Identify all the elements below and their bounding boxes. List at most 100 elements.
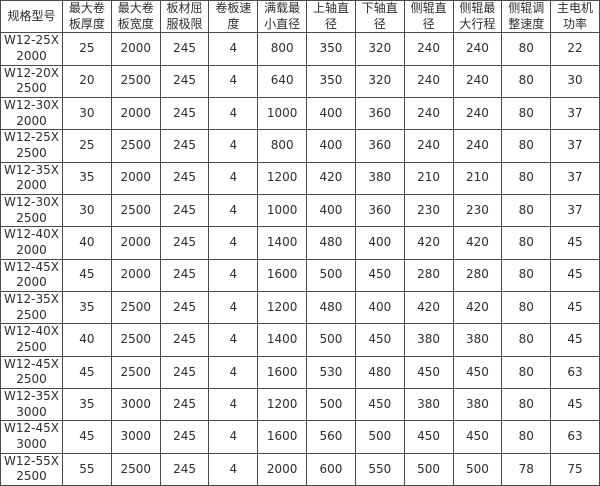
value-cell: 320 xyxy=(354,32,405,66)
value-cell: 240 xyxy=(403,129,454,163)
value-cell: 35 xyxy=(62,290,112,325)
value-cell: 500 xyxy=(452,452,503,486)
value-cell: 4 xyxy=(208,64,259,98)
model-cell: W12-30X2500 xyxy=(0,193,63,228)
table-row: W12-55X2500 55 2500 245 4 2000 600 550 500 500 78 7… xyxy=(0,452,600,486)
value-cell: 1600 xyxy=(257,355,308,389)
model-cell: W12-35X2000 xyxy=(0,161,63,195)
value-cell: 2500 xyxy=(110,452,161,486)
value-cell: 2000 xyxy=(110,32,161,66)
value-cell: 240 xyxy=(452,64,503,98)
table-header: 规格型号 最大卷板厚度 最大卷板宽度 板材屈服极限 卷板速度 满载最小直径 上轴直径 下轴直径… xyxy=(0,0,600,34)
value-cell: 30 xyxy=(62,96,112,131)
column-header: 最大卷板厚度 xyxy=(62,0,112,34)
value-cell: 4 xyxy=(208,323,259,357)
value-cell: 245 xyxy=(159,226,210,260)
value-cell: 380 xyxy=(354,161,405,195)
value-cell: 450 xyxy=(452,420,503,454)
model-cell: W12-45X2000 xyxy=(0,258,63,292)
value-cell: 4 xyxy=(208,96,259,131)
value-cell: 240 xyxy=(403,96,454,131)
value-cell: 55 xyxy=(62,452,112,486)
value-cell: 80 xyxy=(501,420,552,454)
value-cell: 1600 xyxy=(257,420,308,454)
value-cell: 245 xyxy=(159,355,210,389)
value-cell: 25 xyxy=(62,32,112,66)
value-cell: 420 xyxy=(403,290,454,325)
value-cell: 245 xyxy=(159,258,210,292)
value-cell: 1400 xyxy=(257,323,308,357)
value-cell: 800 xyxy=(257,129,308,163)
table-row: W12-40X2500 40 2500 245 4 1400 500 450 380 380 80 4… xyxy=(0,323,600,357)
value-cell: 2000 xyxy=(110,258,161,292)
value-cell: 450 xyxy=(354,258,405,292)
value-cell: 480 xyxy=(354,355,405,389)
value-cell: 4 xyxy=(208,355,259,389)
value-cell: 75 xyxy=(550,452,600,486)
value-cell: 80 xyxy=(501,387,552,422)
value-cell: 400 xyxy=(354,290,405,325)
value-cell: 245 xyxy=(159,161,210,195)
value-cell: 45 xyxy=(62,420,112,454)
column-header: 主电机功率 xyxy=(550,0,600,34)
value-cell: 380 xyxy=(452,323,503,357)
value-cell: 560 xyxy=(306,420,356,454)
value-cell: 480 xyxy=(306,290,356,325)
value-cell: 80 xyxy=(501,258,552,292)
value-cell: 350 xyxy=(306,64,356,98)
value-cell: 640 xyxy=(257,64,308,98)
value-cell: 400 xyxy=(306,129,356,163)
value-cell: 245 xyxy=(159,32,210,66)
value-cell: 25 xyxy=(62,129,112,163)
value-cell: 210 xyxy=(403,161,454,195)
value-cell: 420 xyxy=(306,161,356,195)
column-header: 下轴直径 xyxy=(354,0,405,34)
value-cell: 1200 xyxy=(257,161,308,195)
value-cell: 500 xyxy=(354,420,405,454)
value-cell: 22 xyxy=(550,32,600,66)
model-cell: W12-40X2000 xyxy=(0,226,63,260)
value-cell: 230 xyxy=(452,193,503,228)
column-header: 上轴直径 xyxy=(306,0,356,34)
value-cell: 500 xyxy=(306,258,356,292)
model-cell: W12-45X3000 xyxy=(0,420,63,454)
value-cell: 380 xyxy=(452,387,503,422)
value-cell: 4 xyxy=(208,32,259,66)
value-cell: 1200 xyxy=(257,387,308,422)
value-cell: 380 xyxy=(403,387,454,422)
value-cell: 420 xyxy=(452,226,503,260)
value-cell: 37 xyxy=(550,193,600,228)
value-cell: 80 xyxy=(501,96,552,131)
value-cell: 240 xyxy=(452,129,503,163)
value-cell: 2000 xyxy=(110,226,161,260)
value-cell: 1000 xyxy=(257,193,308,228)
value-cell: 2500 xyxy=(110,64,161,98)
value-cell: 400 xyxy=(306,193,356,228)
value-cell: 4 xyxy=(208,290,259,325)
value-cell: 37 xyxy=(550,161,600,195)
model-cell: W12-25X2000 xyxy=(0,32,63,66)
value-cell: 245 xyxy=(159,64,210,98)
value-cell: 450 xyxy=(403,420,454,454)
model-cell: W12-35X2500 xyxy=(0,290,63,325)
value-cell: 80 xyxy=(501,290,552,325)
value-cell: 320 xyxy=(354,64,405,98)
value-cell: 2000 xyxy=(110,96,161,131)
value-cell: 37 xyxy=(550,129,600,163)
value-cell: 37 xyxy=(550,96,600,131)
value-cell: 78 xyxy=(501,452,552,486)
model-cell: W12-25X2500 xyxy=(0,129,63,163)
header-row: 规格型号 最大卷板厚度 最大卷板宽度 板材屈服极限 卷板速度 满载最小直径 上轴直径 下轴直径… xyxy=(0,0,600,34)
table-row: W12-20X2500 20 2500 245 4 640 350 320 240 240 80 30 xyxy=(0,64,600,98)
value-cell: 360 xyxy=(354,129,405,163)
value-cell: 4 xyxy=(208,161,259,195)
value-cell: 500 xyxy=(306,323,356,357)
value-cell: 4 xyxy=(208,129,259,163)
value-cell: 240 xyxy=(403,32,454,66)
value-cell: 240 xyxy=(452,32,503,66)
model-cell: W12-30X2000 xyxy=(0,96,63,131)
table-row: W12-35X2500 35 2500 245 4 1200 480 400 420 420 80 4… xyxy=(0,290,600,325)
value-cell: 2500 xyxy=(110,323,161,357)
value-cell: 350 xyxy=(306,32,356,66)
